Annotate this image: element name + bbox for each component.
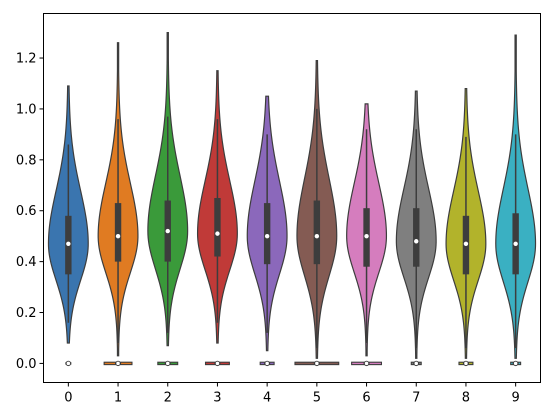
zero-median-marker-3 [214,360,221,367]
median-marker-6 [364,233,369,239]
x-tick-label-6: 6 [362,391,370,406]
iqr-box-3 [214,198,221,257]
y-tick-label-0: 0.0 [16,357,37,372]
iqr-box-7 [413,208,420,267]
median-marker-0 [66,241,71,247]
zero-median-marker-5 [314,360,320,367]
zero-median-marker-9 [513,360,519,367]
zero-median-marker-4 [264,360,270,367]
iqr-box-4 [263,203,271,265]
zero-median-marker-0 [65,360,72,367]
x-tick-label-9: 9 [512,391,520,406]
iqr-box-1 [114,203,122,262]
median-marker-8 [463,241,469,247]
y-tick-label-4: 0.8 [16,153,37,168]
y-tick-label-6: 1.2 [16,52,37,67]
zero-median-marker-7 [413,360,419,367]
x-axis: 0 1 2 3 4 5 6 7 8 9 [64,382,520,406]
x-tick-label-4: 4 [263,391,271,406]
y-tick-label-5: 1.0 [16,102,37,117]
x-tick-label-0: 0 [64,391,72,406]
median-marker-1 [115,233,121,239]
y-tick-label-2: 0.4 [16,255,37,270]
zero-median-marker-8 [463,360,469,367]
violin-layer [47,31,537,367]
plot-frame [43,13,541,383]
y-tick-label-1: 0.2 [16,306,37,321]
x-tick-label-3: 3 [213,391,221,406]
x-tick-label-5: 5 [313,391,321,406]
y-tick-label-3: 0.6 [16,204,37,219]
zero-median-marker-1 [115,360,121,367]
median-marker-9 [513,241,518,247]
y-axis: 0.0 0.2 0.4 0.6 0.8 1.0 1.2 [16,52,44,372]
median-marker-2 [165,228,170,234]
median-marker-7 [414,239,419,244]
zero-median-marker-6 [363,360,370,367]
x-tick-label-2: 2 [164,391,172,406]
median-marker-4 [264,233,270,239]
median-marker-5 [314,233,320,239]
median-marker-3 [215,231,220,236]
zero-median-marker-2 [165,360,171,367]
iqr-box-5 [313,200,321,265]
x-tick-label-8: 8 [462,391,470,406]
x-tick-label-1: 1 [114,391,122,406]
x-tick-label-7: 7 [412,391,420,406]
